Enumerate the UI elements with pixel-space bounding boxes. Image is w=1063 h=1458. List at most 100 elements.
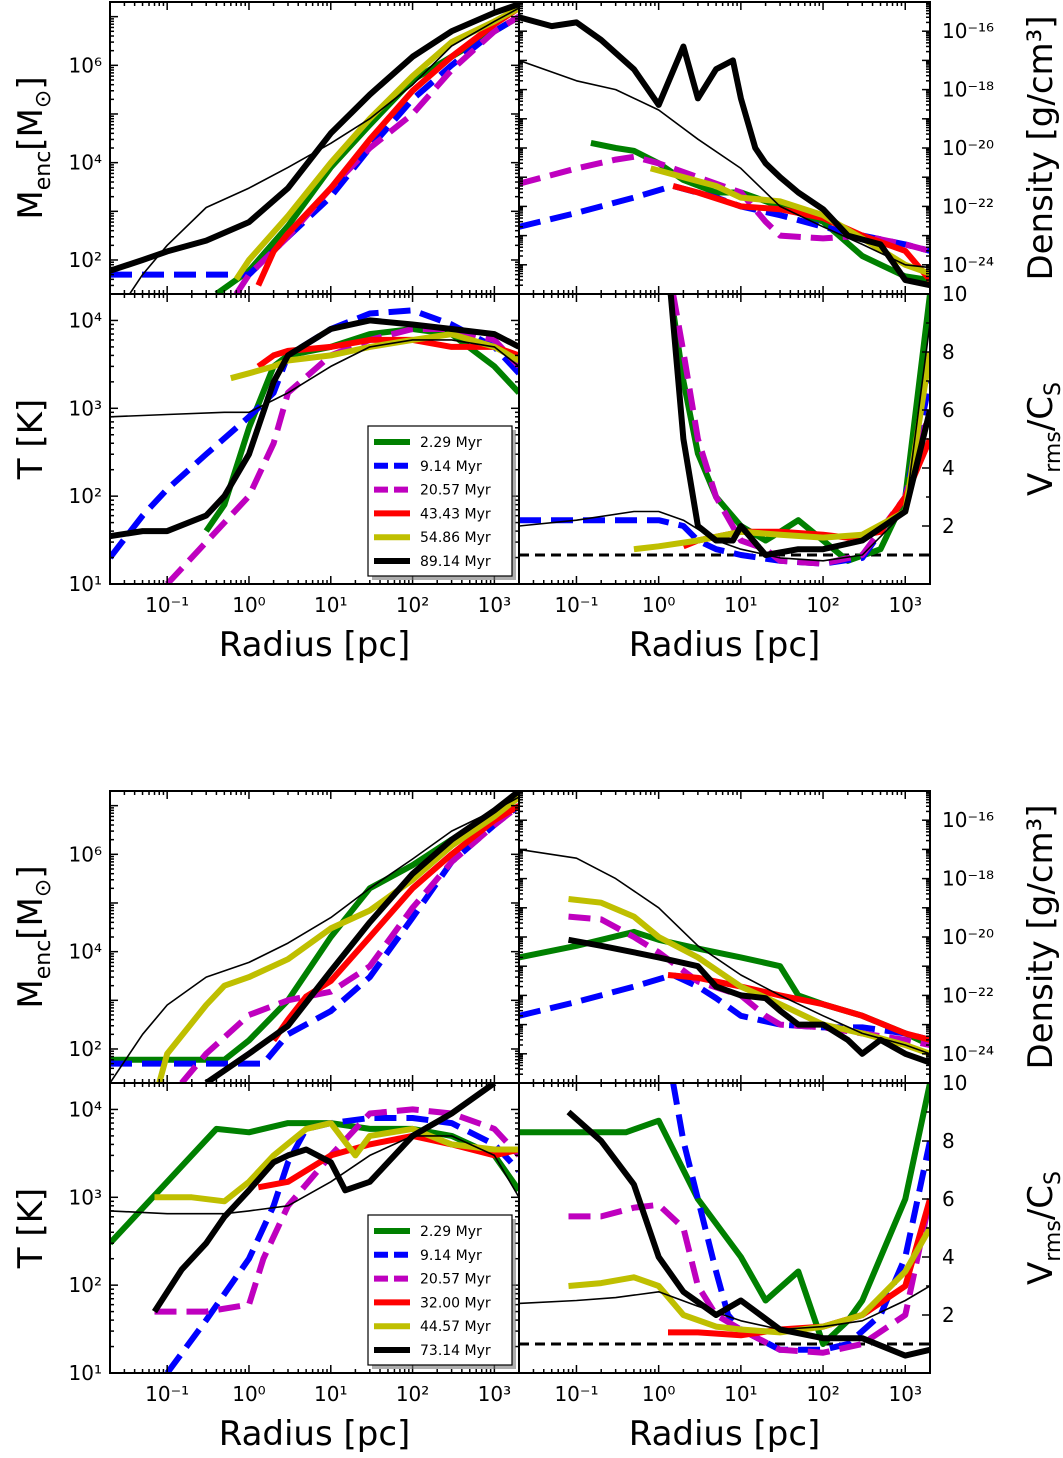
series-reference-line xyxy=(519,322,930,562)
x-tick-label: 10⁰ xyxy=(232,1382,265,1406)
y-axis-label: T [K] xyxy=(11,399,51,480)
panel-4: 10² 10⁴ 10⁶ Menc[M⊙] xyxy=(11,790,520,1084)
series-line xyxy=(567,936,930,1066)
plot-area xyxy=(110,791,519,1083)
y-tick-label: 10⁴ xyxy=(69,1097,102,1121)
y-tick-label: 10⁻²⁴ xyxy=(942,253,994,277)
y-tick-label: 10⁻¹⁶ xyxy=(942,19,994,43)
y-tick-label: 2 xyxy=(942,1303,955,1327)
y-tick-label: 10² xyxy=(69,484,102,508)
legend-label: 44.57 Myr xyxy=(420,1319,491,1335)
y-tick-label: 6 xyxy=(942,1187,955,1211)
y-tick-label: 10⁴ xyxy=(69,308,102,332)
panel-3: 10⁻¹ 10⁰ 10¹ 10² 10³ 2 4 6 8 10 Vrms/CS Radius [pc] xyxy=(518,282,1063,665)
x-tick-label: 10² xyxy=(396,593,429,617)
y-tick-label: 8 xyxy=(942,340,955,364)
y-tick-label: 8 xyxy=(942,1129,955,1153)
y-tick-label: 10¹ xyxy=(69,1361,102,1385)
legend-label: 9.14 Myr xyxy=(420,1248,482,1264)
y-tick-label: 10⁻¹⁸ xyxy=(942,867,994,891)
series-line xyxy=(110,2,519,274)
y-axis-label: Density [g/cm³] xyxy=(1021,15,1061,280)
x-tick-label: 10¹ xyxy=(724,593,757,617)
y-tick-label: 10³ xyxy=(69,396,102,420)
x-axis-label: Radius [pc] xyxy=(219,625,411,665)
x-axis-label: Radius [pc] xyxy=(219,1414,411,1454)
y-tick-label: 10⁻²⁴ xyxy=(942,1042,994,1066)
series-line xyxy=(257,1132,519,1191)
panel-1: 10⁻²⁴ 10⁻²² 10⁻²⁰ 10⁻¹⁸ 10⁻¹⁶ Density [g/cm³] xyxy=(518,1,1061,295)
panel-5: 10⁻²⁴ 10⁻²² 10⁻²⁰ 10⁻¹⁸ 10⁻¹⁶ Density [g/cm³] xyxy=(518,790,1061,1084)
legend-label: 32.00 Myr xyxy=(420,1295,491,1311)
x-tick-label: 10¹ xyxy=(314,593,347,617)
series-line xyxy=(204,791,519,1083)
x-tick-label: 10⁻¹ xyxy=(145,1382,189,1406)
series-reference-line xyxy=(110,339,519,418)
y-tick-label: 10² xyxy=(69,1273,102,1297)
series-line xyxy=(110,317,519,540)
axes-frame xyxy=(518,790,931,1084)
x-tick-label: 10⁰ xyxy=(642,593,675,617)
x-tick-label: 10³ xyxy=(478,1382,511,1406)
y-axis-label: Vrms/CS xyxy=(1021,382,1063,496)
series-line xyxy=(256,336,519,369)
y-tick-label: 10⁻²² xyxy=(942,983,994,1007)
y-tick-label: 10² xyxy=(69,1037,102,1061)
legend-label: 89.14 Myr xyxy=(420,554,491,570)
plot-area xyxy=(110,307,519,584)
series-line xyxy=(568,1198,930,1356)
series-line xyxy=(230,331,519,382)
series-line xyxy=(672,183,930,283)
legend-box xyxy=(367,1214,513,1366)
series-reference-line xyxy=(519,59,930,269)
x-tick-label: 10² xyxy=(396,1382,429,1406)
series-line xyxy=(154,1120,519,1205)
series-line xyxy=(151,1083,497,1314)
legend-label: 20.57 Myr xyxy=(420,1272,491,1288)
series-line xyxy=(519,972,930,1043)
plot-area xyxy=(519,294,930,567)
series-line xyxy=(568,1226,930,1336)
x-tick-label: 10¹ xyxy=(314,1382,347,1406)
y-tick-label: 10⁻²⁰ xyxy=(942,925,994,949)
x-tick-label: 10⁻¹ xyxy=(145,593,189,617)
panel-7: 10⁻¹ 10⁰ 10¹ 10² 10³ 2 4 6 8 10 Vrms/CS Radius [pc] xyxy=(518,1071,1063,1454)
y-tick-label: 10³ xyxy=(69,1185,102,1209)
series-line xyxy=(670,294,930,567)
series-reference-line xyxy=(519,1285,930,1331)
series-line xyxy=(667,294,930,558)
legend-label: 2.29 Myr xyxy=(420,1224,482,1240)
legend-label: 73.14 Myr xyxy=(420,1343,491,1359)
x-tick-label: 10⁰ xyxy=(232,593,265,617)
series-line xyxy=(179,803,519,1083)
plot-area xyxy=(519,1083,930,1359)
series-line xyxy=(110,803,519,1067)
series-line xyxy=(670,1083,930,1353)
y-axis-label: Menc[M⊙] xyxy=(11,865,56,1008)
series-line xyxy=(566,1109,930,1359)
y-axis-label: T [K] xyxy=(11,1188,51,1269)
series-line xyxy=(271,803,519,1043)
x-tick-label: 10² xyxy=(806,1382,839,1406)
series-line xyxy=(568,896,930,1057)
series-reference-line xyxy=(519,848,930,1055)
y-tick-label: 10⁻²² xyxy=(942,194,994,218)
panel-2: 10⁻¹ 10⁰ 10¹ 10² 10³ 10¹ 10² 10³ 10⁴ T [K] Radius … xyxy=(11,293,520,665)
x-tick-label: 10⁻¹ xyxy=(554,593,598,617)
legend-label: 20.57 Myr xyxy=(420,483,491,499)
series-line xyxy=(519,14,930,289)
legend-label: 43.43 Myr xyxy=(420,506,491,522)
x-tick-label: 10³ xyxy=(889,593,922,617)
y-tick-label: 10⁶ xyxy=(69,842,102,866)
y-tick-label: 2 xyxy=(942,514,955,538)
series-line xyxy=(110,14,519,278)
x-tick-label: 10³ xyxy=(478,593,511,617)
series-line xyxy=(233,14,519,294)
x-tick-label: 10⁰ xyxy=(642,1382,675,1406)
series-reference-line xyxy=(128,7,519,294)
y-tick-label: 10 xyxy=(942,1071,967,1095)
x-tick-label: 10⁻¹ xyxy=(554,1382,598,1406)
axes-frame xyxy=(518,1,931,295)
series-line xyxy=(156,794,519,1083)
panel-0: 10² 10⁴ 10⁶ Menc[M⊙] xyxy=(11,1,520,295)
